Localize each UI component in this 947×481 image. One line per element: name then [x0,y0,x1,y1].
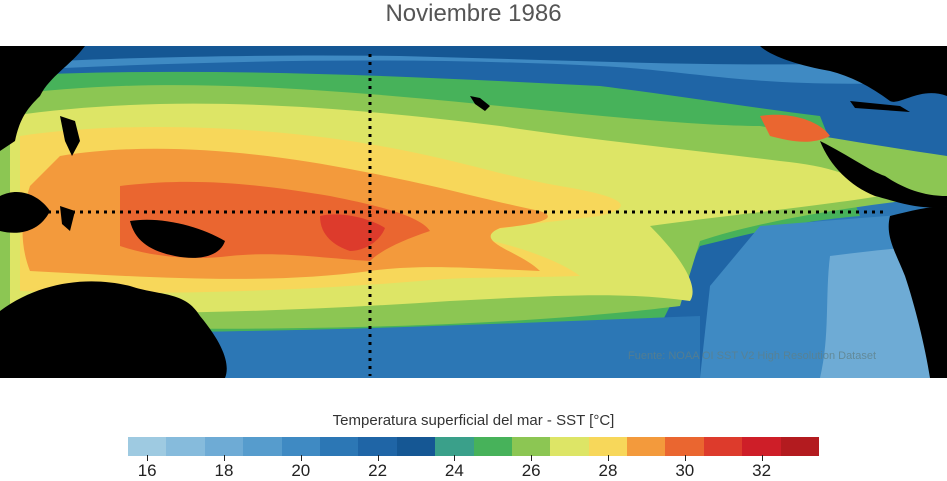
colorbar-tick [761,455,763,461]
colorbar-tick [224,455,225,461]
map-title: Noviembre 1986 [385,0,562,27]
data-source-note: Fuente: NOAA OI SST V2 High Resolution D… [628,350,877,362]
sst-band-north-cool [0,46,947,65]
land-mexico [800,46,947,51]
colorbar-tick [377,455,379,461]
colorbar-swatch [319,437,359,456]
colorbar-tick [454,455,456,461]
colorbar-swatch [281,437,320,456]
colorbar-swatch [627,437,666,456]
colorbar-tick-label: 28 [598,461,618,480]
colorbar-swatch [435,437,474,456]
colorbar-tick [608,455,609,461]
land-cuba [850,101,910,112]
colorbar-swatch [703,437,743,456]
land-new-guinea [130,219,225,258]
colorbar-tick-label: 26 [521,461,541,480]
colorbar-swatch [166,437,205,456]
colorbar-label: Temperatura superficial del mar - SST [°… [332,412,615,429]
colorbar-tick-label: 32 [752,461,772,480]
colorbar [128,437,820,456]
land-australia [0,281,227,378]
land-hawaii [470,96,490,111]
colorbar-swatch [742,437,781,456]
colorbar-tick-label: 18 [214,461,234,480]
colorbar-swatch [243,437,282,456]
land-central-america [820,141,947,208]
colorbar-tick [684,455,686,461]
colorbar-swatch [511,437,551,456]
land-masses [0,46,947,378]
colorbar-swatch [128,437,167,456]
colorbar-swatch [780,437,820,456]
colorbar-swatch [550,437,589,456]
colorbar-tick [147,455,149,461]
colorbar-tick-label: 16 [137,461,157,480]
colorbar-tick [300,455,302,461]
sst-map [0,46,947,378]
colorbar-tick-label: 20 [291,461,311,480]
colorbar-swatch [473,437,512,456]
colorbar-swatch [358,437,397,456]
land-japan [50,46,70,71]
colorbar-swatch [665,437,704,456]
colorbar-tick-label: 24 [444,461,464,480]
colorbar-swatch [396,437,436,456]
land-south-america [888,206,947,378]
land-asia [0,46,85,151]
land-north-america [700,46,947,102]
colorbar-tick-label: 22 [368,461,388,480]
colorbar-tick-label: 30 [675,461,695,480]
colorbar-swatch [588,437,628,456]
colorbar-swatch [204,437,244,456]
colorbar-tick [531,455,533,461]
land-philippines [60,116,80,156]
sst-band-gulf-warm [760,114,830,142]
land-sulawesi [60,206,75,231]
